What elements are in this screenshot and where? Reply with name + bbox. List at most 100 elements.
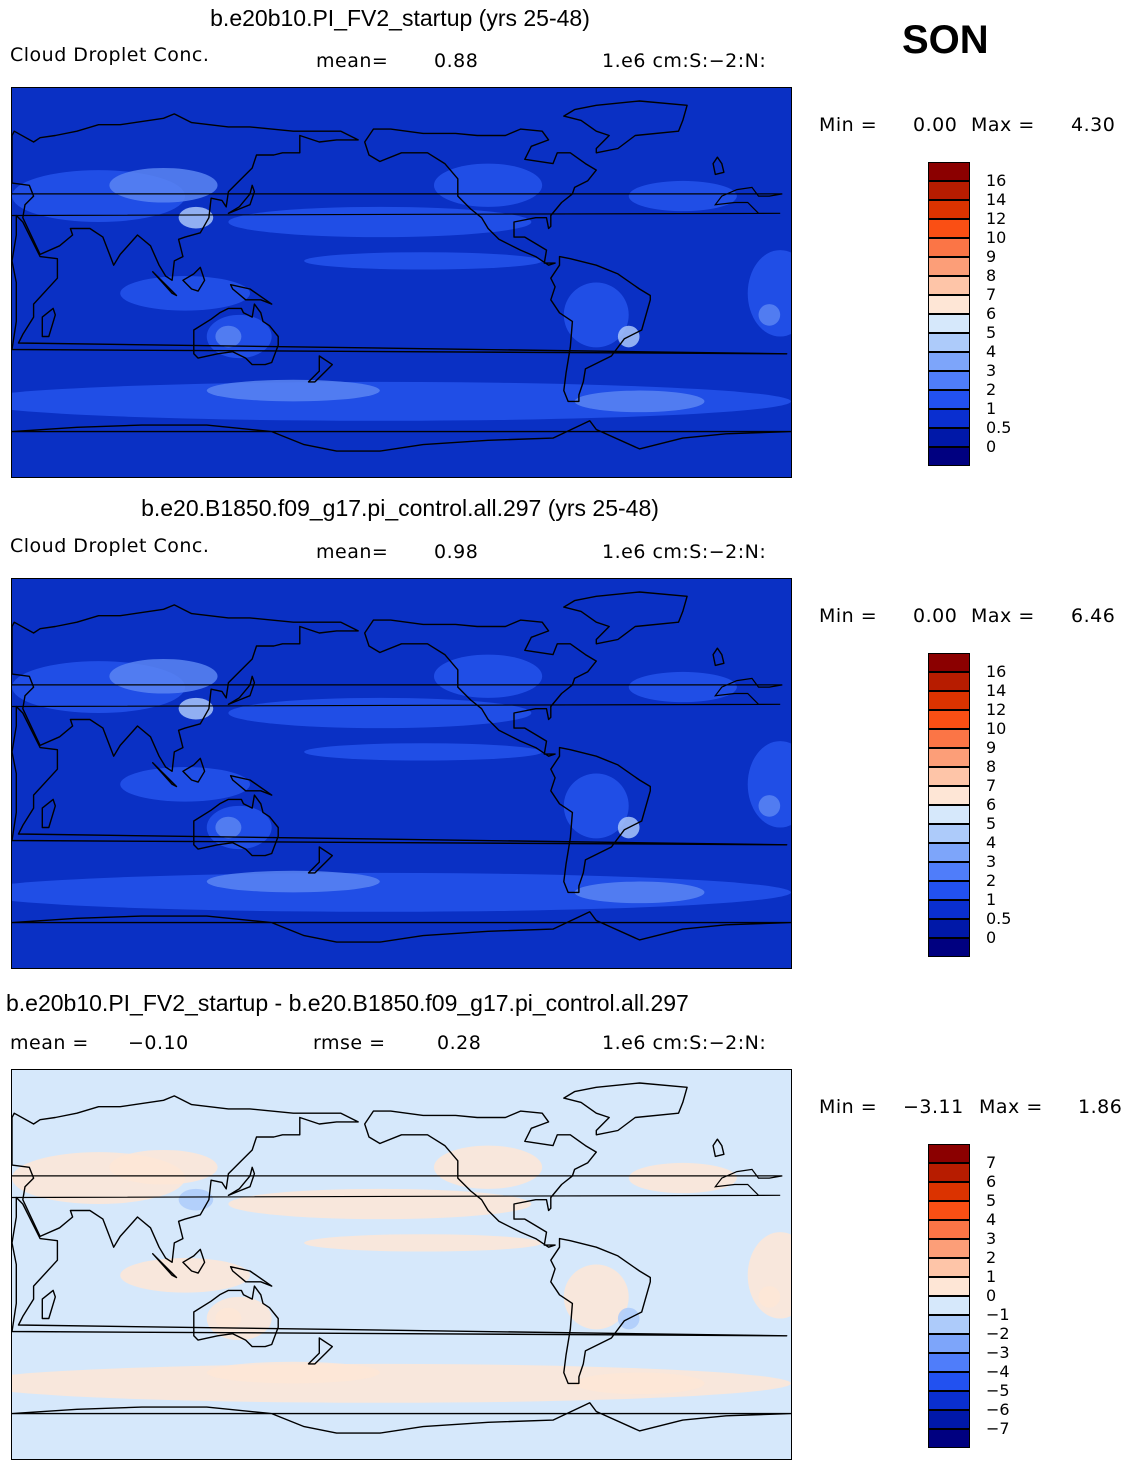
colorbar-swatch — [928, 710, 970, 729]
field-contour — [120, 767, 251, 802]
field-contour — [206, 379, 380, 402]
panel-1-min-label: Min = — [819, 114, 878, 136]
field-contour — [215, 1307, 242, 1330]
colorbar-swatch — [928, 1315, 970, 1334]
colorbar-label: 12 — [986, 700, 1007, 719]
colorbar-label: 4 — [986, 342, 997, 361]
antarctica-coast — [12, 420, 791, 452]
panel-2-max-label: Max = — [971, 605, 1035, 627]
panel-2-colorbar: 16 14 12 10 9 8 7 6 5 4 3 2 1 0.5 0 — [928, 653, 1011, 957]
panel-1-max-value: 4.30 — [1071, 114, 1116, 136]
panel-2-map — [11, 578, 792, 969]
colorbar-label: 2 — [986, 380, 997, 399]
colorbar-swatch — [928, 1410, 970, 1429]
field-contour — [758, 1286, 781, 1308]
colorbar-swatch — [928, 1258, 970, 1277]
colorbar-label: 3 — [986, 1229, 997, 1248]
colorbar-label: 7 — [986, 285, 997, 304]
south-america-coast — [550, 1237, 651, 1385]
colorbar-swatch — [928, 786, 970, 805]
colorbar-swatch — [928, 767, 970, 786]
panel-3-colorbar: 7 6 5 4 3 2 1 0 −1 −2 −3 −4 −5 −6 −7 — [928, 1144, 1010, 1448]
field-contour — [109, 1149, 218, 1185]
field-contour — [228, 206, 532, 238]
panel-3-max-label: Max = — [979, 1096, 1043, 1118]
eurasia-coast — [12, 113, 359, 282]
field-contour — [228, 1188, 532, 1220]
colorbar-label: 3 — [986, 361, 997, 380]
field-contour — [120, 276, 251, 311]
japan-coast — [227, 1166, 256, 1197]
colorbar-swatch — [928, 219, 970, 238]
japan-coast — [227, 184, 256, 215]
colorbar-label: −7 — [986, 1419, 1010, 1438]
field-contour — [758, 795, 781, 817]
panel-1-title: b.e20b10.PI_FV2_startup (yrs 25-48) — [210, 5, 590, 31]
field-contour — [109, 167, 218, 203]
colorbar-label: 0.5 — [986, 418, 1012, 437]
borneo-coast — [182, 266, 206, 292]
panel-2-max-value: 6.46 — [1071, 605, 1116, 627]
new-zealand-coast — [307, 846, 333, 874]
panel-2-title: b.e20.B1850.f09_g17.pi_control.all.297 (… — [141, 495, 659, 521]
panel-1-min-value: 0.00 — [913, 114, 958, 136]
field-contour — [563, 1264, 629, 1330]
colorbar-swatch — [928, 1144, 970, 1163]
north-america-coast — [364, 1110, 597, 1248]
colorbar-label: 7 — [986, 1153, 997, 1172]
colorbar-swatch — [928, 824, 970, 843]
colorbar-swatch — [928, 428, 970, 447]
borneo-coast — [182, 1248, 206, 1274]
panel-3-rmse-label: rmse = — [313, 1032, 386, 1054]
colorbar-swatch — [928, 181, 970, 200]
colorbar-label: 12 — [986, 209, 1007, 228]
colorbar-label: −1 — [986, 1305, 1010, 1324]
panel-3-min-label: Min = — [819, 1096, 878, 1118]
season-label: SON — [902, 18, 989, 62]
madagascar-coast — [41, 307, 56, 338]
panel-2-min-value: 0.00 — [913, 605, 958, 627]
colorbar-swatch — [928, 295, 970, 314]
africa-coast — [12, 214, 788, 355]
colorbar-swatch — [928, 805, 970, 824]
colorbar-swatch — [928, 200, 970, 219]
new-guinea-coast — [229, 774, 273, 796]
field-contour — [304, 252, 543, 270]
australia-coast — [193, 794, 279, 857]
panel-2-map-svg — [12, 579, 791, 968]
field-contour — [628, 671, 737, 703]
colorbar-swatch — [928, 1239, 970, 1258]
antarctica-coast — [12, 911, 791, 943]
australia-coast — [193, 1285, 279, 1348]
colorbar-label: 4 — [986, 833, 997, 852]
colorbar-swatch — [928, 881, 970, 900]
colorbar-swatch — [928, 1296, 970, 1315]
borneo-coast — [182, 757, 206, 783]
field-contour — [574, 881, 705, 904]
colorbar-swatch — [928, 390, 970, 409]
panel-3-max-value: 1.86 — [1078, 1096, 1123, 1118]
colorbar-label: −5 — [986, 1381, 1010, 1400]
field-contour — [433, 163, 543, 207]
japan-coast — [227, 675, 256, 706]
field-contour — [12, 872, 791, 912]
colorbar-label: −2 — [986, 1324, 1010, 1343]
colorbar-label: −3 — [986, 1343, 1010, 1362]
colorbar-label: 10 — [986, 228, 1007, 247]
colorbar-swatch — [928, 314, 970, 333]
panel-2-mean-label: mean= — [316, 541, 389, 563]
field-contour — [206, 870, 380, 893]
panel-3-units: 1.e6 cm:S:−2:N: — [602, 1032, 767, 1054]
colorbar-label: 0.5 — [986, 909, 1012, 928]
colorbar-swatch — [928, 276, 970, 295]
mediterranean-sea — [12, 677, 783, 708]
field-contour — [178, 206, 214, 229]
south-america-coast — [550, 255, 651, 403]
eurasia-coast — [12, 604, 359, 773]
new-zealand-coast — [307, 355, 333, 383]
colorbar-swatch — [928, 371, 970, 390]
colorbar-swatch — [928, 1353, 970, 1372]
colorbar-swatch — [928, 238, 970, 257]
field-contour — [120, 1258, 251, 1293]
colorbar-label: 7 — [986, 776, 997, 795]
